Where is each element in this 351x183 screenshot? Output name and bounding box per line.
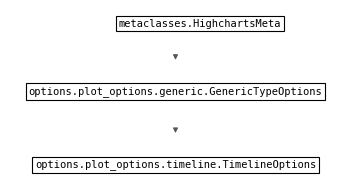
Text: metaclasses.HighchartsMeta: metaclasses.HighchartsMeta xyxy=(119,19,281,29)
Text: options.plot_options.generic.GenericTypeOptions: options.plot_options.generic.GenericType… xyxy=(29,86,322,97)
Text: options.plot_options.timeline.TimelineOptions: options.plot_options.timeline.TimelineOp… xyxy=(35,159,316,170)
